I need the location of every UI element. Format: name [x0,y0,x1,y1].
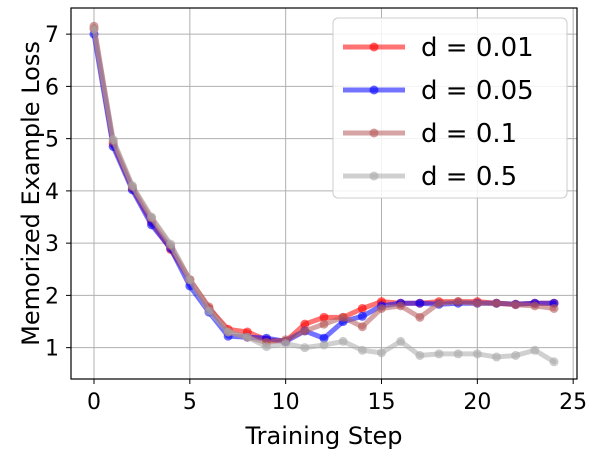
data-point [204,306,214,316]
data-point [147,212,156,222]
y-tick-label: 4 [45,180,59,205]
data-point [357,303,367,313]
data-point [549,357,559,367]
data-point [300,319,310,329]
y-tick-label: 6 [45,75,59,100]
data-point [472,298,482,308]
data-point [319,340,329,350]
y-tick-label: 5 [45,128,59,153]
data-point [377,348,386,358]
series-lines [89,21,559,367]
data-point [357,322,367,332]
data-point [262,342,271,352]
legend-label: d = 0.01 [421,33,534,63]
legend-item: d = 0.5 [343,162,517,192]
data-point [357,345,367,355]
x-tick-label: 10 [272,390,300,415]
x-tick-label: 15 [368,390,396,415]
data-point [396,301,406,311]
data-point [223,327,233,337]
data-point [338,336,348,346]
data-point [242,332,252,342]
y-tick-label: 3 [45,232,59,257]
y-tick-label: 1 [45,337,59,362]
data-point [319,319,329,329]
legend-item: d = 0.1 [343,119,517,149]
legend-box [332,17,568,199]
data-point [511,300,521,310]
x-tick-label: 0 [87,390,101,415]
data-point [338,312,348,322]
data-point [415,298,425,308]
y-tick-label: 2 [45,284,59,309]
legend-swatch-marker [369,85,379,95]
plot-frame [70,7,578,380]
legend-swatch-marker [369,171,379,181]
data-point [530,345,540,355]
x-tick-label: 5 [183,390,197,415]
data-point [549,303,559,313]
legend: d = 0.01 d = 0.05 d = 0.1 d = 0.5 [332,17,568,199]
x-tick-label: 20 [463,390,491,415]
data-point [108,135,118,145]
axis-ticks: 0 5 10 15 20 25 1 2 3 4 5 6 7 [45,23,587,415]
y-axis-label: Memorized Example Loss [17,41,45,346]
legend-label: d = 0.05 [421,76,534,106]
data-point [434,349,444,359]
data-point [357,311,367,321]
data-point [472,349,482,359]
data-point [453,297,463,307]
data-point [434,298,444,308]
data-point [185,275,195,285]
data-point [166,239,176,249]
data-point [89,24,99,34]
data-point [127,181,137,191]
data-point [281,338,291,348]
data-point [415,350,425,360]
legend-label: d = 0.1 [421,119,517,149]
data-point [300,326,310,336]
data-point [415,312,425,322]
legend-swatch-marker [369,42,379,52]
data-point [492,298,501,308]
legend-item: d = 0.05 [343,76,534,106]
legend-item: d = 0.01 [343,33,534,63]
data-point [530,301,540,311]
data-point [396,336,406,346]
data-point [300,343,310,353]
legend-label: d = 0.5 [421,162,517,192]
legend-swatch-marker [369,128,379,138]
data-point [319,312,329,322]
data-point [492,352,501,362]
x-axis-label: Training Step [245,422,403,450]
data-point [511,350,521,360]
data-point [453,349,463,359]
data-point [319,333,329,343]
series-4 [89,24,559,367]
y-tick-label: 7 [45,23,59,48]
x-tick-label: 25 [559,390,587,415]
data-point [377,303,386,313]
